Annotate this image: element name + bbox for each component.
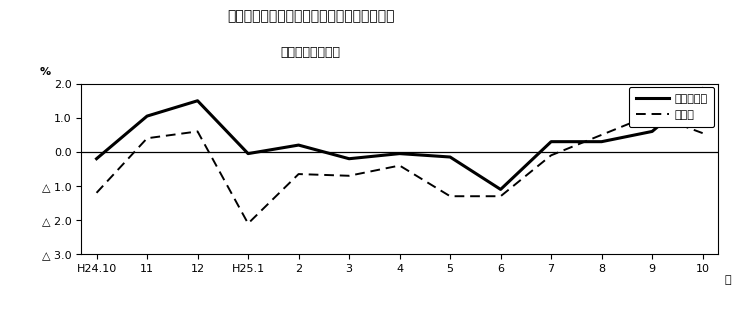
製造業: [345, 174, 354, 178]
調査産業計: [497, 188, 505, 191]
製造業: [243, 222, 252, 225]
調査産業計: [92, 157, 101, 161]
調査産業計: [699, 87, 707, 91]
製造業: [699, 131, 707, 135]
調査産業計: [395, 152, 404, 156]
製造業: [497, 194, 505, 198]
製造業: [92, 191, 101, 195]
製造業: [445, 194, 454, 198]
製造業: [294, 172, 303, 176]
調査産業計: [597, 140, 606, 144]
Text: （規樯５人以上）: （規樯５人以上）: [280, 46, 341, 60]
製造業: [193, 130, 202, 133]
調査産業計: [243, 152, 252, 156]
製造業: [648, 113, 656, 116]
製造業: [597, 133, 606, 137]
Text: 月: 月: [724, 275, 731, 285]
Line: 調査産業計: 調査産業計: [96, 89, 703, 189]
Text: 第３図　常用雇用指数　対前年同月比の推移: 第３図 常用雇用指数 対前年同月比の推移: [227, 9, 394, 23]
調査産業計: [445, 155, 454, 159]
製造業: [547, 153, 556, 157]
製造業: [143, 136, 152, 140]
調査産業計: [648, 130, 656, 133]
調査産業計: [345, 157, 354, 161]
調査産業計: [294, 143, 303, 147]
Text: %: %: [40, 67, 51, 77]
調査産業計: [193, 99, 202, 103]
調査産業計: [547, 140, 556, 144]
Legend: 調査産業計, 製造業: 調査産業計, 製造業: [629, 87, 714, 127]
製造業: [395, 164, 404, 167]
Line: 製造業: 製造業: [96, 114, 703, 224]
調査産業計: [143, 114, 152, 118]
